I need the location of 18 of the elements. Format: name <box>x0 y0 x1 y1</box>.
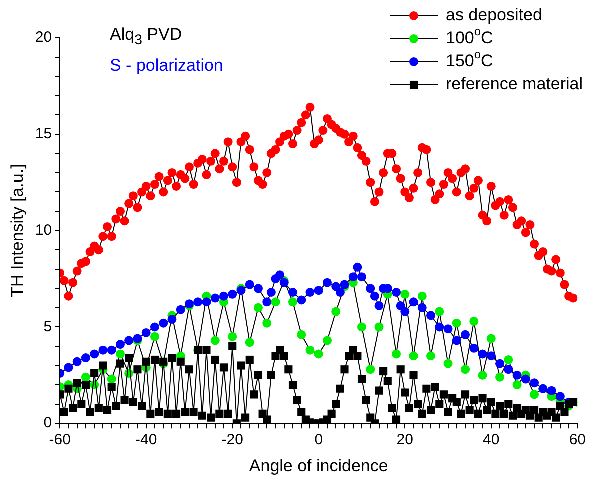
x-axis-title: Angle of incidence <box>249 456 388 476</box>
y-tick-label: 5 <box>44 318 52 336</box>
y-tick-label: 20 <box>35 29 52 46</box>
y-tick-label: 15 <box>35 126 52 143</box>
y-tick-label: 10 <box>35 222 52 239</box>
x-tick-label: -60 <box>49 432 71 449</box>
x-tick-label: 0 <box>314 432 324 449</box>
annotation: Alq$_{3}$ PVD <box>110 24 184 50</box>
x-tick-label: 40 <box>483 432 500 449</box>
x-tick-label: 60 <box>569 432 586 449</box>
x-tick-label: -40 <box>136 432 158 449</box>
y-axis-title: TH Intensity [a.u.] <box>8 164 27 298</box>
x-tick-label: 20 <box>396 432 414 449</box>
annotation: S - polarization <box>110 55 224 78</box>
y-tick-label: 0 <box>44 414 52 432</box>
legend-label: as deposited <box>446 6 542 25</box>
legend-label: reference material <box>446 74 584 94</box>
x-tick-label: -20 <box>222 432 244 449</box>
